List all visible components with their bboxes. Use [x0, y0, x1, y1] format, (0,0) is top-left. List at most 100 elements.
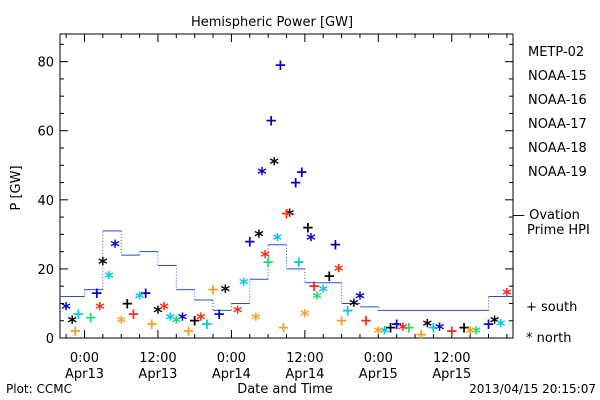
data-point: * — [178, 309, 188, 330]
data-point: * — [472, 323, 482, 344]
data-point: + — [207, 281, 220, 299]
data-point: + — [323, 267, 336, 285]
data-point: * — [423, 316, 433, 337]
y-tick-label: 60 — [37, 125, 54, 140]
legend-entry: NOAA-19 — [528, 165, 587, 180]
data-point: * — [153, 302, 163, 323]
data-point: + — [265, 111, 278, 129]
data-point: + — [341, 301, 354, 319]
data-point: + — [72, 305, 85, 323]
data-point: * — [312, 289, 322, 310]
data-point: + — [121, 294, 134, 312]
x-tick-label-date: Apr15 — [359, 367, 398, 382]
data-point: + — [213, 305, 226, 323]
data-point: * — [233, 302, 243, 323]
data-point: + — [139, 284, 152, 302]
data-point: + — [329, 236, 342, 254]
data-point: * — [172, 313, 182, 334]
data-point: + — [243, 232, 256, 250]
plot-frame — [59, 33, 514, 339]
data-point: + — [292, 253, 305, 271]
data-point: + — [201, 315, 214, 333]
x-tick-label-time: 0:00 — [70, 351, 99, 366]
data-point: + — [458, 319, 471, 337]
data-point: + — [146, 315, 159, 333]
data-point: * — [165, 309, 175, 330]
data-point: * — [306, 230, 316, 251]
data-point: + — [69, 322, 82, 340]
data-point: + — [90, 284, 103, 302]
marker-legend: + south * north — [526, 300, 577, 346]
data-point: * — [319, 282, 329, 303]
data-point: + — [302, 218, 315, 236]
data-point: * — [221, 282, 231, 303]
y-tick-label: 20 — [37, 263, 54, 278]
data-point: + — [188, 312, 201, 330]
x-axis-label: Date and Time — [237, 382, 333, 397]
data-point: + — [482, 315, 495, 333]
data-point: + — [384, 319, 397, 337]
data-point: + — [308, 277, 321, 295]
data-point: * — [260, 247, 270, 268]
marker-legend-entry: * north — [526, 331, 572, 346]
data-point: * — [104, 268, 114, 289]
data-point: + — [182, 322, 195, 340]
y-tick-label: 40 — [37, 194, 54, 209]
legend-entry: NOAA-18 — [528, 141, 587, 156]
data-point: + — [296, 163, 309, 181]
x-tick-label-time: 0:00 — [364, 351, 393, 366]
data-point: * — [374, 323, 384, 344]
data-point: + — [84, 308, 97, 326]
data-point: + — [127, 305, 140, 323]
legend-entry: METP-02 — [528, 45, 584, 60]
ovation-hpi-layer — [60, 230, 513, 311]
marker-legend-entry: + south — [526, 300, 577, 315]
data-point: * — [95, 299, 105, 320]
data-point: * — [398, 320, 408, 341]
y-tick-label: 0 — [46, 332, 54, 347]
legend-entry: NOAA-15 — [528, 69, 587, 84]
x-tick-label-time: 12:00 — [139, 351, 176, 366]
x-tick-label-date: Apr15 — [432, 367, 471, 382]
x-tick-label-time: 12:00 — [433, 351, 470, 366]
x-tick-label-date: Apr13 — [138, 367, 177, 382]
data-point: * — [61, 299, 71, 320]
data-point: * — [68, 313, 78, 334]
data-point: + — [274, 56, 287, 74]
data-point: * — [300, 306, 310, 327]
data-point: * — [349, 295, 359, 316]
data-point: + — [262, 253, 275, 271]
data-point: * — [355, 289, 365, 310]
data-point: * — [435, 320, 445, 341]
legend: METP-02 NOAA-15 NOAA-16 NOAA-17 NOAA-18 NOAA-… — [528, 45, 587, 180]
data-point: * — [110, 237, 120, 258]
legend-entry: NOAA-16 — [528, 93, 587, 108]
data-point: + — [360, 312, 373, 330]
plot-credit: Plot: CCMC — [6, 382, 72, 396]
axes — [59, 33, 514, 339]
data-point: * — [465, 323, 475, 344]
data-point: * — [270, 154, 280, 175]
data-point: * — [334, 261, 344, 282]
data-point: * — [254, 226, 264, 247]
y-tick-label: 80 — [37, 56, 54, 71]
plot-timestamp: 2013/04/15 20:15:07 — [469, 382, 596, 396]
data-point: * — [135, 289, 145, 310]
ovation-legend-line2: Prime HPI — [527, 223, 590, 238]
x-tick-label-date: Apr14 — [212, 367, 251, 382]
legend-entry: NOAA-17 — [528, 117, 587, 132]
x-tick-label-time: 0:00 — [217, 351, 246, 366]
data-point: * — [496, 316, 506, 337]
data-point: + — [280, 205, 293, 223]
data-point: * — [98, 254, 108, 275]
data-point: + — [427, 319, 440, 337]
data-point: * — [380, 323, 390, 344]
ovation-legend-line1: — Ovation — [512, 208, 580, 223]
data-point: * — [502, 285, 512, 306]
data-point: * — [196, 309, 206, 330]
data-point: * — [257, 164, 267, 185]
chart-title: Hemispheric Power [GW] — [191, 15, 353, 30]
data-point: * — [251, 309, 261, 330]
